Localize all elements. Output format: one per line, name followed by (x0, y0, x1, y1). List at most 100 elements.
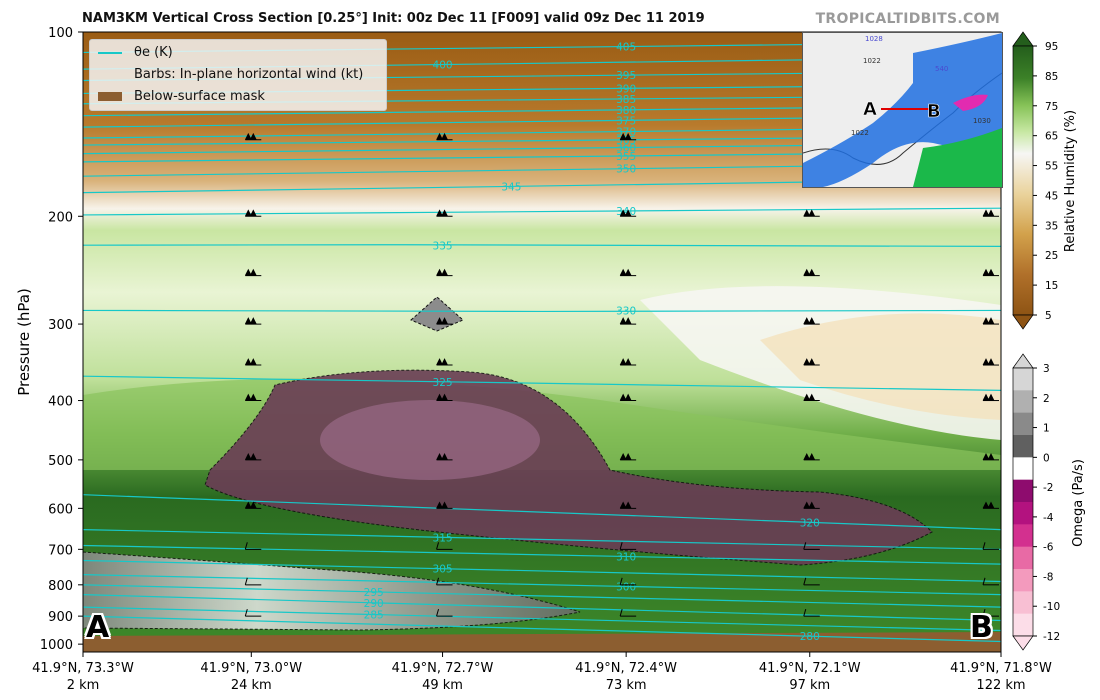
wind-barb (436, 452, 453, 461)
wind-barb (982, 452, 999, 461)
wind-barb (436, 132, 453, 141)
x-tick-distance-label: 122 km (976, 678, 1025, 693)
wind-barb (619, 542, 637, 550)
barb-feather (244, 577, 248, 585)
wind-barb (982, 317, 999, 325)
y-tick-label: 200 (48, 210, 73, 225)
wind-barb (982, 608, 999, 617)
wind-barb (436, 577, 453, 586)
wind-barb (803, 317, 820, 325)
wind-barb (244, 577, 262, 586)
wind-barb (436, 358, 453, 366)
wind-barb (244, 501, 262, 509)
barb-pennant (244, 132, 257, 140)
barb-feather (803, 608, 807, 617)
barb-feather (436, 608, 440, 617)
wind-barb (619, 452, 637, 461)
wind-barb (436, 209, 453, 217)
barb-pennant (803, 317, 816, 325)
barb-pennant (619, 317, 632, 325)
chart-title: NAM3KM Vertical Cross Section [0.25°] In… (82, 11, 705, 26)
theta-e-label: 310 (616, 551, 636, 563)
x-tick-coord-label: 41.9°N, 72.7°W (392, 661, 494, 676)
barb-pennant (619, 132, 632, 140)
omega-tick-label: 0 (1043, 452, 1050, 464)
barb-pennant (244, 268, 257, 276)
wind-barb (436, 501, 453, 509)
barb-pennant (436, 268, 448, 276)
theta-e-label: 315 (433, 532, 453, 544)
inset-isobar-label: 1022 (863, 57, 881, 65)
barb-pennant (982, 501, 995, 509)
wind-barb (619, 317, 637, 325)
barb-feather (982, 542, 986, 550)
barb-pennant (803, 501, 816, 509)
barb-pennant (803, 452, 816, 461)
y-tick-label: 400 (48, 395, 73, 410)
wind-barb (803, 358, 820, 366)
wind-barb (619, 268, 637, 277)
y-tick-label: 900 (48, 610, 73, 625)
inset-label-a: A (863, 99, 877, 120)
wind-barb (436, 317, 453, 325)
y-tick-label: 1000 (40, 638, 73, 653)
y-tick-label: 700 (48, 543, 73, 558)
theta-e-label: 345 (501, 181, 521, 193)
legend-mask-label: Below-surface mask (134, 89, 265, 104)
x-tick-distance-label: 97 km (789, 678, 830, 693)
omega-colorbar-segment (1013, 546, 1033, 570)
theta-e-label: 295 (364, 587, 384, 599)
theta-e-line (83, 309, 1001, 313)
barb-pennant (436, 317, 448, 325)
omega-tick-label: 1 (1043, 423, 1050, 435)
rh-tick-label: 25 (1045, 250, 1058, 262)
barb-pennant (982, 452, 995, 461)
wind-barb (619, 132, 637, 141)
rh-tick-label: 5 (1045, 310, 1052, 322)
wind-barb (982, 358, 999, 366)
wind-barb (982, 577, 999, 586)
omega-colorbar-top-cap (1012, 353, 1034, 369)
omega-colorbar-bottom-cap (1012, 635, 1034, 651)
wind-barb (619, 577, 637, 586)
barb-swatch (98, 74, 122, 76)
barb-pennant (244, 452, 257, 461)
wind-barb (803, 452, 820, 461)
legend-theta: θe (K) (98, 44, 173, 62)
theta-e-label: 280 (800, 631, 820, 643)
legend: θe (K) Barbs: In-plane horizontal wind (… (89, 39, 387, 111)
barb-feather (619, 542, 623, 550)
x-tick-coord-label: 41.9°N, 71.8°W (950, 661, 1052, 676)
x-tick-distance-label: 49 km (422, 678, 463, 693)
barb-feather (803, 542, 807, 550)
omega-colorbar-segment (1013, 457, 1033, 481)
barb-feather (244, 542, 248, 550)
inset-isobar-label: 1028 (865, 35, 883, 43)
plot-frame (82, 31, 1002, 653)
legend-mask: Below-surface mask (98, 88, 265, 106)
rh-colorbar-label: Relative Humidity (%) (1063, 110, 1078, 252)
theta-e-line (83, 244, 1001, 248)
barb-pennant (436, 501, 448, 509)
theta-e-label: 285 (364, 610, 384, 622)
omega-tick-label: -10 (1043, 601, 1060, 613)
barb-pennant (436, 452, 448, 461)
barb-pennant (982, 393, 995, 401)
barb-feather (982, 577, 986, 585)
barb-pennant (619, 452, 632, 461)
legend-barbs-label: Barbs: In-plane horizontal wind (kt) (134, 67, 364, 82)
x-tick-distance-label: 24 km (231, 678, 272, 693)
theta-e-label: 350 (616, 164, 636, 176)
wind-barb (619, 209, 637, 217)
theta-e-label: 305 (433, 564, 453, 576)
wind-barb (982, 209, 999, 217)
x-tick-coord-label: 41.9°N, 72.4°W (575, 661, 677, 676)
barb-pennant (803, 209, 816, 217)
omega-colorbar-segment (1013, 613, 1033, 637)
barb-feather (619, 577, 623, 585)
y-tick-label: 300 (48, 318, 73, 333)
barb-pennant (436, 132, 448, 140)
barb-pennant (982, 268, 995, 276)
wind-barb (436, 393, 453, 402)
theta-e-label: 320 (800, 517, 820, 529)
